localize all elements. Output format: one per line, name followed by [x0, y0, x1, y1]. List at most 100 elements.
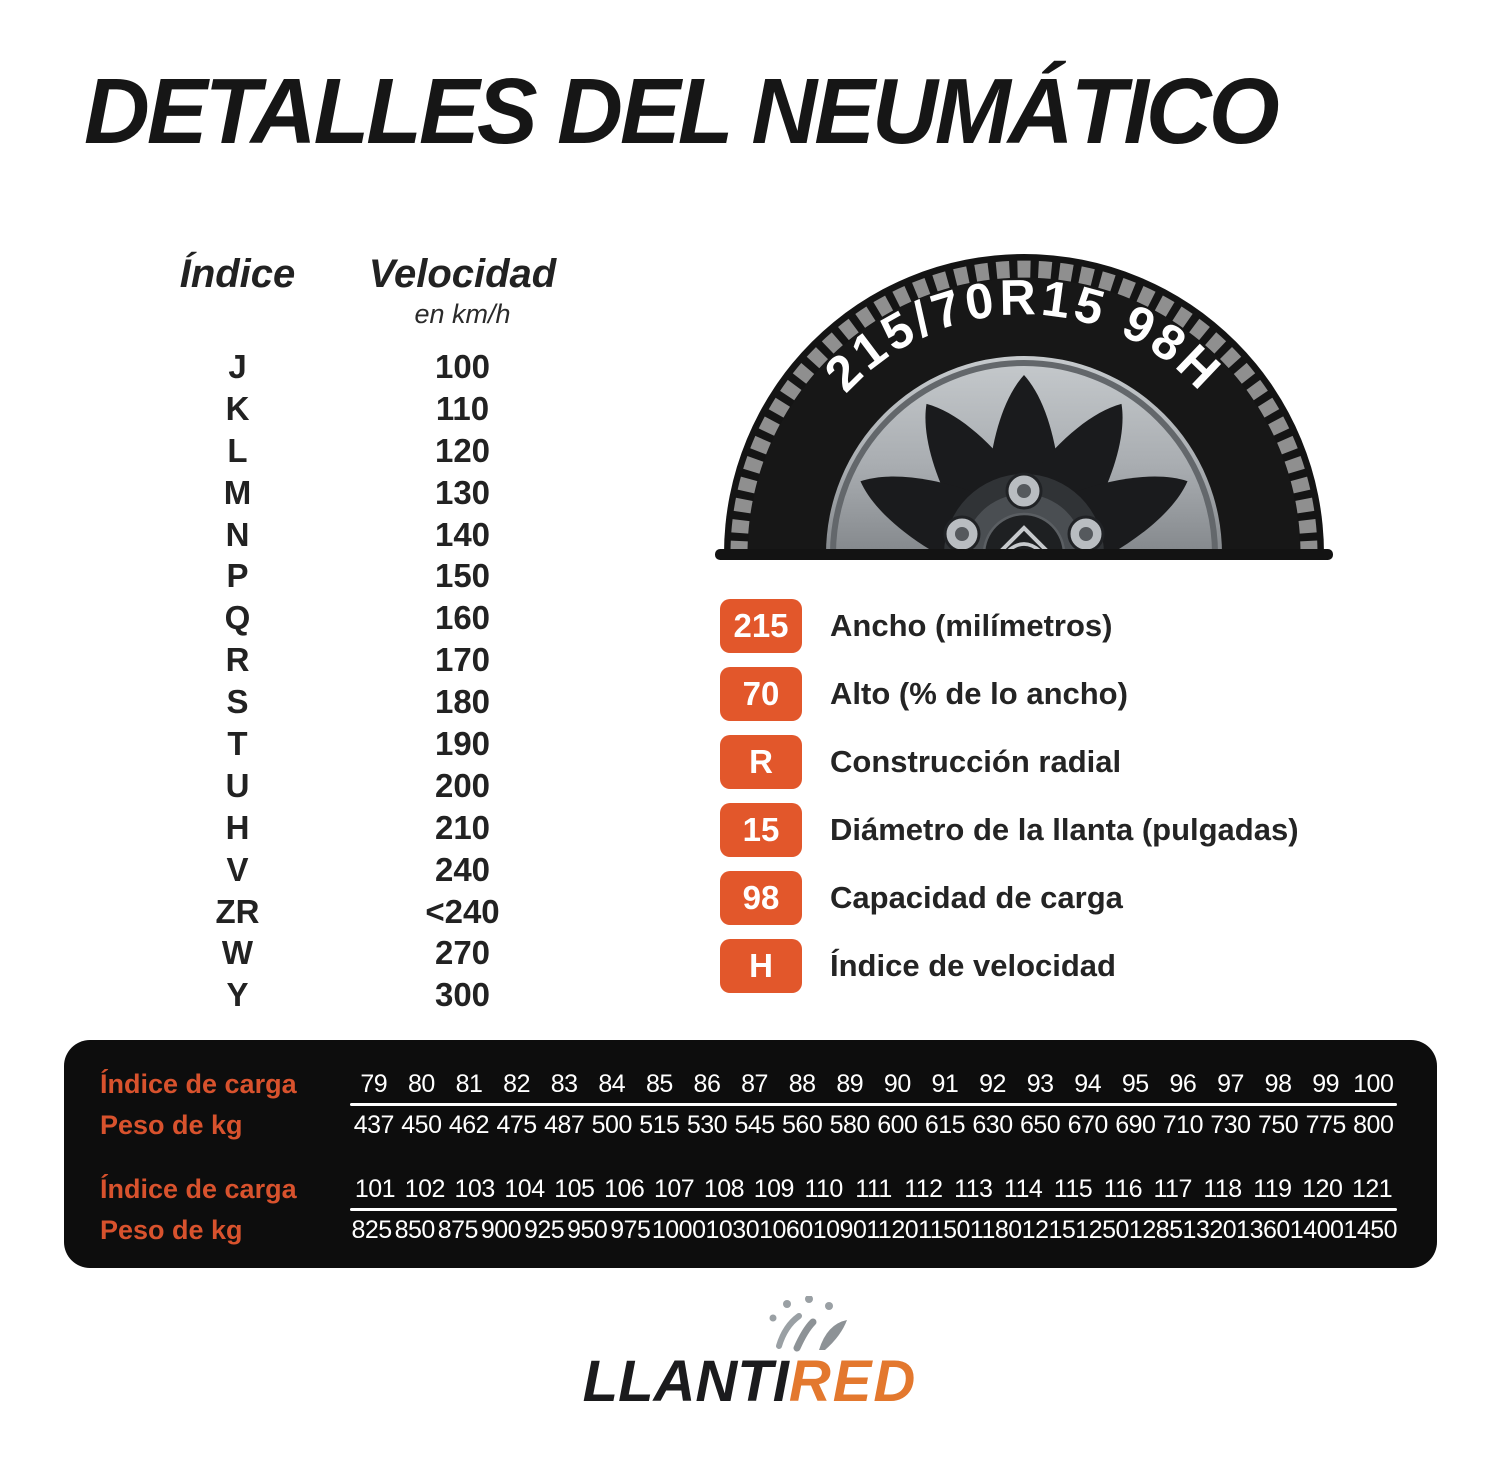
load-index-row: 101 102 103 104 105 106 107 108 109 110 111 112 113 1… — [350, 1170, 1397, 1208]
weight-label: Peso de kg — [100, 1215, 243, 1245]
load-index-cell: 104 — [504, 1174, 545, 1203]
load-index-cell: 110 — [804, 1174, 843, 1203]
speed-index-table: Índice Velocidad en km/h J 100 K 110 L — [150, 252, 600, 1016]
load-index-cell: 101 — [354, 1174, 396, 1203]
load-index-cell: 109 — [753, 1174, 795, 1203]
speed-value: <240 — [425, 892, 500, 930]
load-index-cell: 90 — [883, 1069, 911, 1098]
weight-cell: 650 — [1020, 1110, 1061, 1139]
weight-cell: 670 — [1067, 1110, 1109, 1139]
speed-letter: ZR — [215, 892, 260, 930]
load-index-cell: 105 — [554, 1174, 595, 1203]
tire-image: 215/70R15 98H — [713, 245, 1335, 565]
weight-cell: 900 — [480, 1215, 522, 1244]
weight-cell: 1120 — [866, 1215, 919, 1244]
spec-legend: 215 Ancho (milímetros) 70 Alto (% de lo … — [720, 599, 1440, 1007]
weight-cell: 710 — [1162, 1110, 1204, 1139]
speed-row: P 150 — [150, 555, 600, 597]
spec-label: Índice de velocidad — [830, 948, 1116, 983]
load-index-cell: 91 — [931, 1069, 959, 1098]
legend-row: 215 Ancho (milímetros) — [720, 599, 1440, 653]
weight-cell: 1090 — [812, 1215, 867, 1244]
speed-column-subheader: en km/h — [414, 299, 511, 329]
weight-cell: 975 — [610, 1215, 651, 1244]
brand-logo: LLANTIRED — [0, 1296, 1500, 1415]
row-separator — [350, 1208, 1397, 1211]
load-index-cell: 87 — [741, 1069, 768, 1098]
weight-cell: 950 — [567, 1215, 608, 1244]
speed-row: H 210 — [150, 807, 600, 849]
load-table-section-2: Índice de carga Peso de kg 101 102 103 104 1… — [100, 1170, 1398, 1249]
load-index-cell: 93 — [1026, 1069, 1054, 1098]
load-index-cell: 88 — [788, 1069, 816, 1098]
rim-lip — [830, 360, 1218, 554]
speed-row: R 170 — [150, 639, 600, 681]
legend-row: 98 Capacidad de carga — [720, 871, 1440, 925]
load-index-label: Índice de carga — [100, 1174, 297, 1204]
weight-cell: 437 — [353, 1110, 395, 1139]
weight-cell: 545 — [734, 1110, 775, 1139]
weight-label: Peso de kg — [100, 1110, 243, 1140]
load-index-cell: 108 — [703, 1174, 745, 1203]
load-index-cell: 80 — [407, 1069, 435, 1098]
speed-value: 190 — [434, 724, 491, 762]
weight-cell: 875 — [437, 1215, 479, 1244]
load-index-cell: 100 — [1353, 1069, 1394, 1098]
weight-cell: 1400 — [1289, 1215, 1344, 1244]
speed-letter: N — [225, 515, 250, 553]
tire-svg: 215/70R15 98H — [715, 254, 1333, 560]
weight-cell: 560 — [782, 1110, 823, 1139]
weight-cell: 615 — [924, 1110, 966, 1139]
weight-cell: 1360 — [1236, 1215, 1290, 1244]
wing-emblem-icon — [999, 525, 1049, 553]
load-index-cell: 92 — [979, 1069, 1006, 1098]
speed-row: S 180 — [150, 681, 600, 723]
speed-row: K 110 — [150, 388, 600, 430]
weight-cell: 462 — [448, 1110, 490, 1139]
load-index-cell: 82 — [503, 1069, 530, 1098]
weight-cell: 1450 — [1343, 1215, 1398, 1244]
speed-row: Y 300 — [150, 974, 600, 1016]
legend-row: 70 Alto (% de lo ancho) — [720, 667, 1440, 721]
weight-cell: 1030 — [705, 1215, 760, 1244]
legend-row: H Índice de velocidad — [720, 939, 1440, 993]
spec-label: Construcción radial — [830, 744, 1122, 779]
legend-row: R Construcción radial — [720, 735, 1440, 789]
load-index-row: 79 80 81 82 83 84 85 86 87 88 89 90 91 92 93 94 95 96 97 98… — [350, 1065, 1397, 1103]
brand-splash-icon — [769, 1296, 847, 1352]
load-index-cell: 83 — [550, 1069, 578, 1098]
weight-cell: 775 — [1305, 1110, 1347, 1139]
spec-label: Ancho (milímetros) — [830, 608, 1113, 643]
spec-badge: 15 — [720, 803, 802, 857]
tire-ground-shadow — [715, 549, 1333, 560]
load-index-cell: 107 — [653, 1174, 695, 1203]
brand-text-black: LLANTI — [582, 1349, 789, 1414]
weight-cell: 500 — [591, 1110, 633, 1139]
weight-cell: 925 — [523, 1215, 565, 1244]
row-separator — [350, 1103, 1397, 1106]
load-index-cell: 118 — [1203, 1174, 1242, 1203]
speed-value: 160 — [434, 599, 491, 637]
speed-value: 170 — [434, 641, 491, 679]
weight-cell: 825 — [351, 1215, 392, 1244]
speed-row: L 120 — [150, 430, 600, 472]
speed-row: N 140 — [150, 514, 600, 556]
load-index-cell: 113 — [954, 1174, 993, 1203]
weight-cell: 1060 — [759, 1215, 813, 1244]
speed-value: 240 — [434, 850, 491, 888]
load-index-label: Índice de carga — [100, 1069, 297, 1099]
load-index-cell: 103 — [454, 1174, 496, 1203]
center-cap — [982, 512, 1066, 554]
speed-letter: S — [226, 683, 249, 721]
load-index-table: Índice de carga Peso de kg 79 80 81 82 83 84 8… — [64, 1040, 1437, 1268]
speed-table-headers: Índice Velocidad en km/h — [150, 252, 600, 330]
load-index-cell: 117 — [1153, 1174, 1193, 1203]
load-index-cell: 94 — [1074, 1069, 1102, 1098]
load-index-cell: 115 — [1053, 1174, 1093, 1203]
load-index-cell: 112 — [904, 1174, 943, 1203]
speed-value: 200 — [434, 766, 491, 804]
speed-value: 270 — [434, 934, 491, 972]
weight-cell: 800 — [1353, 1110, 1394, 1139]
spec-badge: 70 — [720, 667, 802, 721]
